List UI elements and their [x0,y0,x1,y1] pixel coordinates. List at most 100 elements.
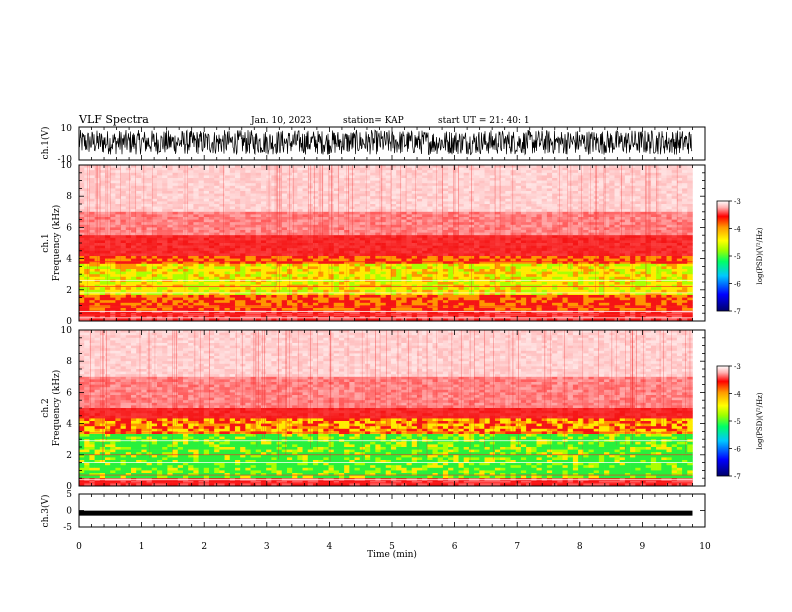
spec1-cell [448,191,454,194]
spec1-cell [84,211,90,215]
spec1-cell [323,165,329,168]
spec1-cell [619,188,626,192]
spec1-cell [281,237,288,241]
spec1-cell [219,219,225,223]
spec1-cell [141,167,147,171]
spec1-cell [146,178,153,181]
spec1-cell [297,209,303,213]
spec1-cell [312,227,319,231]
spec1-cell [182,232,189,236]
spec1-cell [318,196,324,200]
spec1-cell [640,250,646,254]
spec1-cell [141,237,147,241]
spec1-cell [240,266,246,270]
spec1-cell [99,240,106,244]
spec1-cell [141,261,147,265]
spec1-cell [151,237,158,241]
spec1-cell [224,165,231,168]
spec1-cell [297,245,303,249]
spec1-cell [99,245,106,249]
spec1-cell [463,191,470,194]
spec1-cell [604,256,610,259]
spec1-cell [656,167,662,171]
spec1-cell [489,198,496,202]
spec1-cell [312,170,319,174]
spec1-cell [125,196,132,200]
spec1-cell [162,266,168,270]
spec1-cell [396,214,402,218]
spec1-cell [468,240,475,244]
spec1-cell [198,191,205,194]
spec1-cell [645,188,652,192]
spec1-cell [401,219,407,223]
spec1-cell [203,206,210,210]
spec1-cell [676,245,683,249]
spec1-cell [645,214,652,218]
spec1-cell [598,188,605,192]
spec1-cell [250,219,257,223]
spec1-cell [541,183,548,187]
spec1-cell [515,224,522,228]
spec1-cell [182,237,189,241]
spec1-cell [214,230,220,233]
spec1-cell [84,222,90,226]
spec1-cell [214,256,220,259]
spec1-cell [84,232,90,236]
spec1-cell [541,266,548,270]
spec1-cell [229,258,236,262]
spec1-cell [370,185,376,189]
spec1-cell [177,178,184,181]
spec1-cell [390,204,397,207]
spec1-cell [318,230,324,233]
spec1-cell [453,209,459,213]
spec1-cell [656,256,662,259]
spec1-cell [115,256,121,259]
spec1-cell [338,204,345,207]
spec1-cell [645,256,652,259]
spec1-cell [448,235,454,239]
spec1-cell [406,198,413,202]
spec1-cell [375,214,381,218]
spec1-cell [167,219,173,223]
spec1-cell [141,214,147,218]
spec1-cell [318,217,324,220]
spec1-cell [572,237,579,241]
spec1-cell [515,256,522,259]
spec1-cell [156,271,163,275]
spec1-cell [427,245,433,249]
spec1-cell [255,167,262,171]
spec1-cell [245,170,251,174]
spec1-cell [562,230,569,233]
spec1-cell [682,245,688,249]
spec1-cell [182,256,189,259]
spec1-cell [546,237,553,241]
spec1-cell [146,183,153,187]
spec1-cell [318,170,324,174]
spec1-cell [583,175,589,179]
spec1-cell [437,185,444,189]
spec1-cell [578,167,584,171]
spec1-cell [229,172,236,176]
spec1-cell [250,253,257,257]
spec1-cell [630,219,636,223]
spec1-cell [515,170,522,174]
spec1-cell [557,256,563,259]
spec1-cell [666,227,672,231]
spec1-cell [656,206,662,210]
spec1-cell [130,263,137,267]
spec1-cell [307,248,314,252]
spec1-cell [666,214,672,218]
spec1-cell [198,232,205,236]
spec1-cell [125,219,132,223]
spec1-cell [89,227,95,231]
spec1-cell [136,237,142,241]
spec1-cell [84,167,90,171]
spec1-cell [203,185,210,189]
spec1-cell [245,175,251,179]
spec1-cell [359,258,366,262]
spec1-cell [687,193,693,197]
spec1-cell [520,269,527,272]
spec1-cell [162,222,168,226]
spec1-cell [432,222,439,226]
spec1-cell [224,256,231,259]
